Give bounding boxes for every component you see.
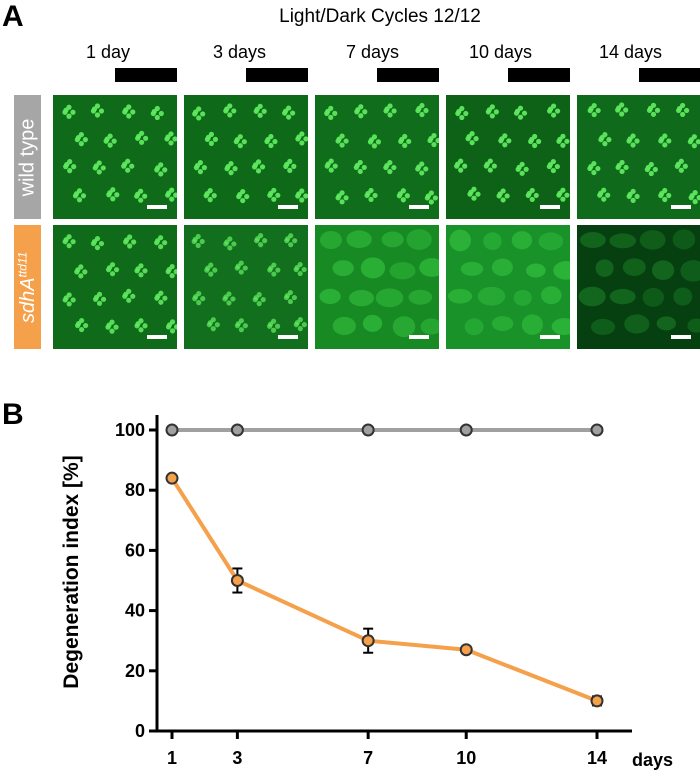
scale-bar: [540, 205, 560, 209]
micrograph-sdha-3: [315, 225, 439, 349]
micrograph-wild-type-4: [446, 95, 570, 219]
micrograph-wild-type-3: [315, 95, 439, 219]
scale-bar: [409, 205, 429, 209]
series-line-2: [170, 477, 598, 703]
micrograph-sdha-1: [53, 225, 177, 349]
data-point: [459, 643, 473, 657]
timepoint-label-5: 14 days: [599, 42, 663, 62]
micrograph-sdha-2: [184, 225, 308, 349]
data-point: [361, 423, 375, 437]
data-point: [590, 694, 604, 708]
micrograph-wild-type-5: [577, 95, 700, 219]
data-point: [459, 423, 473, 437]
y-tick-label: 80: [125, 480, 145, 500]
timepoint-label-2: 3 days: [213, 42, 267, 62]
scale-bar: [540, 335, 560, 339]
x-tick-label: 3: [232, 748, 242, 768]
panel-letter-b: B: [2, 398, 24, 431]
x-tick-label: 7: [363, 748, 373, 768]
timepoint-label-1: 1 day: [86, 42, 131, 62]
timepoint-label-4: 10 days: [469, 42, 533, 62]
micrograph-wild-type-2: [184, 95, 308, 219]
dark-phase-bar-1: [115, 68, 177, 82]
micrograph-sdha-4: [446, 225, 570, 349]
x-tick-label: 1: [167, 748, 177, 768]
data-point: [590, 423, 604, 437]
data-point: [230, 423, 244, 437]
micrograph-wild-type-1: [53, 95, 177, 219]
row-label-wild-type: wild type: [14, 95, 41, 219]
data-point: [165, 423, 179, 437]
dark-phase-bar-3: [377, 68, 439, 82]
y-tick-label: 20: [125, 661, 145, 681]
y-tick-label: 40: [125, 601, 145, 621]
figure-title: Light/Dark Cycles 12/12: [279, 6, 481, 27]
panel-letter-a: A: [2, 0, 24, 33]
y-axis-label: Degeneration index [%]: [60, 455, 83, 688]
data-point: [230, 574, 244, 587]
y-tick-label: 100: [115, 420, 145, 440]
y-tick-label: 0: [135, 721, 145, 741]
scale-bar: [409, 335, 429, 339]
dark-phase-bar-4: [508, 68, 570, 82]
data-point: [361, 634, 375, 648]
scale-bar: [278, 335, 298, 339]
scale-bar: [278, 205, 298, 209]
y-tick-label: 60: [125, 540, 145, 560]
x-tick-label: 14: [587, 748, 607, 768]
scale-bar: [147, 335, 167, 339]
scale-bar: [671, 205, 691, 209]
scale-bar: [147, 205, 167, 209]
micrograph-sdha-5: [577, 225, 700, 349]
dark-phase-bar-2: [246, 68, 308, 82]
data-point: [165, 471, 179, 485]
scale-bar: [671, 335, 691, 339]
degeneration-chart: 0 20 40 60 80 100 1 3 7 10 14 Degeneration index […: [60, 414, 673, 770]
dark-phase-bar-5: [639, 68, 700, 82]
timepoint-label-3: 7 days: [346, 42, 400, 62]
x-tick-label: 10: [456, 748, 476, 768]
x-axis-label: days: [632, 750, 673, 770]
row-label-sdha: sdhAttd11: [14, 225, 41, 349]
